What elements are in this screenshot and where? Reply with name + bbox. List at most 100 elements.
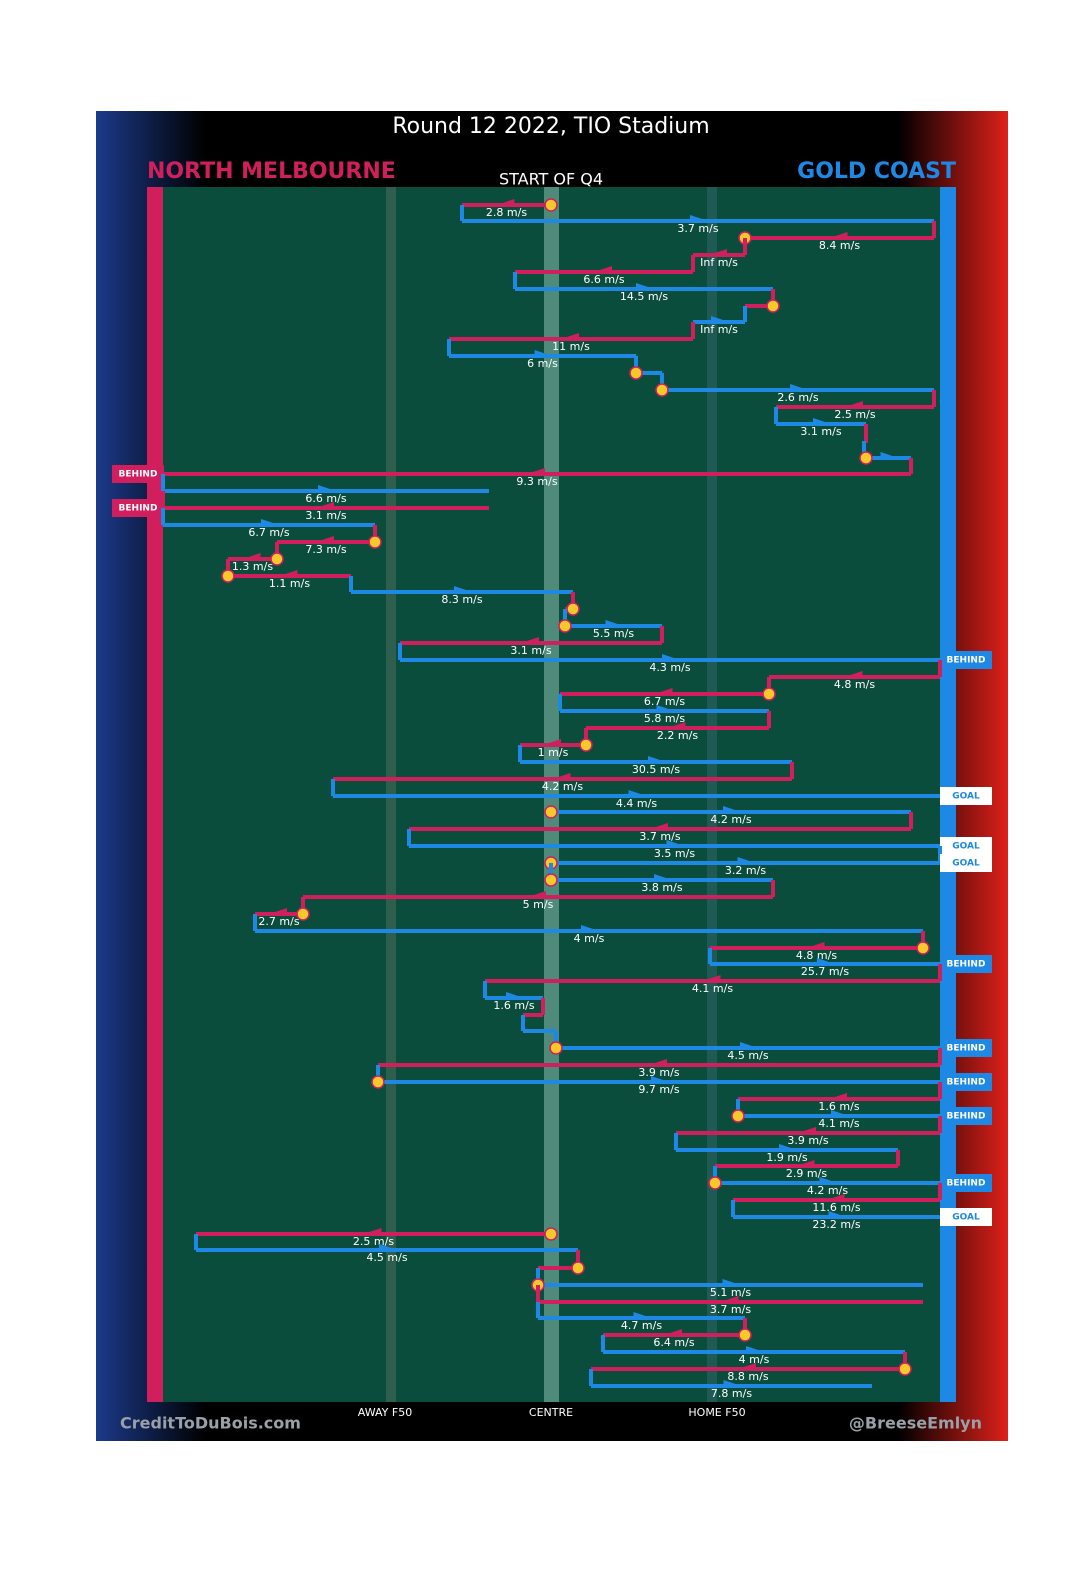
direction-arrow (817, 958, 835, 966)
speed-label: 3.1 m/s (800, 425, 841, 438)
title: Round 12 2022, TIO Stadium (392, 114, 709, 139)
direction-arrow (806, 942, 825, 950)
direction-arrow (363, 1228, 382, 1236)
direction-arrow (528, 891, 546, 899)
possession-dot (544, 805, 558, 819)
possession-dot (766, 299, 780, 313)
speed-label: 3.7 m/s (677, 222, 718, 235)
speed-label: 7.8 m/s (711, 1387, 752, 1400)
speed-label: 30.5 m/s (632, 763, 680, 776)
speed-label: 2.2 m/s (657, 729, 698, 742)
direction-arrow (628, 790, 647, 798)
direction-arrow (819, 1177, 838, 1185)
speed-label: 4.8 m/s (796, 949, 837, 962)
outcome-label: BEHIND (947, 1179, 986, 1189)
direction-arrow (738, 1363, 756, 1371)
speed-label: 2.7 m/s (258, 915, 299, 928)
direction-arrow (709, 249, 727, 257)
direction-arrow (543, 739, 561, 747)
speed-label: 1.3 m/s (232, 560, 273, 573)
speed-label: 1.6 m/s (818, 1100, 859, 1113)
chains: 2.8 m/s 3.7 m/s 8.4 m/s Inf m/s 6.6 m/s 14.5 … (112, 198, 992, 1400)
possession-dot (916, 941, 930, 955)
outcome-box (940, 1107, 992, 1125)
speed-label: 4.4 m/s (616, 797, 657, 810)
field-label: HOME F50 (688, 1406, 745, 1419)
direction-arrow (379, 1244, 397, 1252)
direction-arrow (667, 722, 686, 730)
speed-label: 3.9 m/s (638, 1066, 679, 1079)
direction-arrow (845, 401, 863, 409)
away-team: GOLD COAST (797, 159, 956, 184)
outcome-label: BEHIND (947, 1112, 986, 1122)
direction-arrow (454, 586, 472, 594)
speed-label: 5.5 m/s (593, 627, 634, 640)
speed-label: 6.7 m/s (248, 526, 289, 539)
outcome-box (940, 787, 992, 805)
home-goal-line (147, 187, 163, 1402)
direction-arrow (740, 1042, 758, 1050)
speed-label: 6 m/s (527, 357, 558, 370)
possession-dot (371, 1075, 385, 1089)
subtitle: START OF Q4 (499, 170, 603, 189)
speed-label: 4.1 m/s (692, 982, 733, 995)
outcome-box (940, 1208, 992, 1226)
speed-label: 3.7 m/s (710, 1303, 751, 1316)
direction-arrow (651, 1076, 669, 1084)
speed-label: 1 m/s (538, 746, 569, 759)
direction-arrow (636, 283, 654, 291)
speed-label: 4.3 m/s (649, 661, 690, 674)
possession-dot (655, 383, 669, 397)
direction-arrow (316, 502, 334, 510)
field-label: AWAY F50 (358, 1406, 412, 1419)
outcome-label: GOAL (952, 842, 980, 852)
possession-dot (738, 1328, 752, 1342)
direction-arrow (798, 1127, 816, 1135)
field-label: CENTRE (529, 1406, 573, 1419)
direction-arrow (779, 1144, 797, 1152)
speed-label: 4.8 m/s (834, 678, 875, 691)
outcome-label: BEHIND (947, 1078, 986, 1088)
home-team: NORTH MELBOURNE (147, 159, 396, 184)
direction-arrow (650, 823, 668, 831)
outcome-box (940, 1039, 992, 1057)
possession-dot (571, 1261, 585, 1275)
speed-label: 3.2 m/s (725, 864, 766, 877)
speed-label: 2.9 m/s (786, 1167, 827, 1180)
direction-arrow (711, 316, 729, 324)
speed-label: 25.7 m/s (801, 965, 849, 978)
direction-arrow (552, 773, 571, 781)
outcome-box (940, 837, 992, 855)
speed-label: 4.5 m/s (727, 1049, 768, 1062)
direction-arrow (605, 620, 624, 628)
speed-label: 4.7 m/s (621, 1319, 662, 1332)
possession-dot (731, 1109, 745, 1123)
speed-label: 5 m/s (523, 898, 554, 911)
speed-label: 8.8 m/s (727, 1370, 768, 1383)
speed-label: 2.5 m/s (834, 408, 875, 421)
outcome-label: GOAL (952, 792, 980, 802)
direction-arrow (722, 1279, 741, 1287)
direction-arrow (316, 536, 334, 544)
possession-dot (270, 552, 284, 566)
speed-label: 3.9 m/s (787, 1134, 828, 1147)
direction-arrow (720, 1296, 739, 1304)
speed-label: 1.6 m/s (493, 999, 534, 1012)
speed-label: 14.5 m/s (620, 290, 668, 303)
direction-arrow (521, 637, 539, 645)
direction-arrow (242, 553, 261, 561)
outcome-label: BEHIND (119, 504, 158, 514)
outcome-box (940, 1073, 992, 1091)
direction-arrow (649, 1059, 667, 1067)
direction-arrow (496, 199, 515, 207)
direction-arrow (261, 519, 279, 527)
speed-label: 11.6 m/s (812, 1201, 860, 1214)
outcome-box (940, 854, 992, 872)
direction-arrow (656, 705, 675, 713)
outcome-box (112, 499, 164, 517)
outcome-box (112, 465, 164, 483)
direction-arrow (534, 350, 553, 358)
speed-label: 1.1 m/s (269, 577, 310, 590)
direction-arrow (737, 857, 756, 865)
speed-label: 7.3 m/s (305, 543, 346, 556)
